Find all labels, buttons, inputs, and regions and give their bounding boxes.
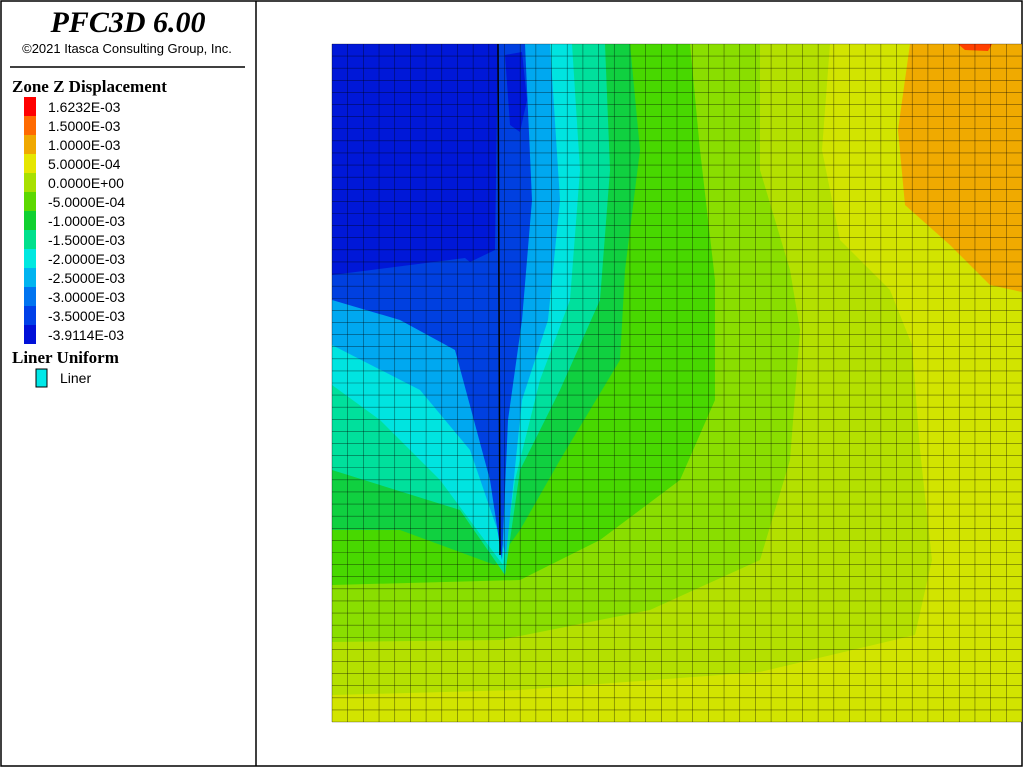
legend-swatch bbox=[24, 211, 36, 230]
legend-swatch bbox=[24, 97, 36, 116]
legend-label: 1.0000E-03 bbox=[48, 137, 121, 153]
legend-label: -3.9114E-03 bbox=[48, 327, 124, 343]
contour-plot bbox=[331, 43, 1023, 723]
legend-swatch bbox=[24, 230, 36, 249]
legend-title: Liner Uniform bbox=[12, 348, 119, 367]
liner bbox=[497, 43, 501, 556]
copyright: ©2021 Itasca Consulting Group, Inc. bbox=[22, 41, 232, 56]
legend-label: -1.5000E-03 bbox=[48, 232, 125, 248]
legend-swatch bbox=[24, 325, 36, 344]
title: PFC3D 6.00 bbox=[49, 6, 205, 39]
legend-label: -2.5000E-03 bbox=[48, 270, 125, 286]
legend: 1.6232E-03 1.5000E-03 1.0000E-03 5.0000E-04… bbox=[24, 97, 125, 344]
legend-label: 1.5000E-03 bbox=[48, 118, 121, 134]
mesh bbox=[331, 43, 1023, 723]
legend: Liner bbox=[35, 368, 91, 388]
legend-swatch bbox=[24, 154, 36, 173]
legend-swatch bbox=[24, 287, 36, 306]
contour-band bbox=[898, 44, 1022, 292]
legend-label: -3.0000E-03 bbox=[48, 289, 125, 305]
legend-swatch bbox=[24, 116, 36, 135]
contour-band bbox=[332, 44, 498, 275]
legend-swatch bbox=[24, 173, 36, 192]
legend-label: Liner bbox=[60, 370, 91, 386]
contour-band bbox=[505, 52, 527, 132]
legend-swatch bbox=[24, 135, 36, 154]
legend-swatch bbox=[35, 368, 48, 388]
legend-label: 0.0000E+00 bbox=[48, 175, 124, 191]
legend-label: -3.5000E-03 bbox=[48, 308, 125, 324]
legend-label: -5.0000E-04 bbox=[48, 194, 125, 210]
legend-title: Zone Z Displacement bbox=[12, 77, 167, 96]
legend-label: 1.6232E-03 bbox=[48, 99, 121, 115]
legend-label: -1.0000E-03 bbox=[48, 213, 125, 229]
legend-swatch bbox=[24, 268, 36, 287]
legend-label: -2.0000E-03 bbox=[48, 251, 125, 267]
legend-swatch bbox=[24, 249, 36, 268]
legend-swatch bbox=[24, 306, 36, 325]
legend-label: 5.0000E-04 bbox=[48, 156, 121, 172]
legend-swatch bbox=[24, 192, 36, 211]
